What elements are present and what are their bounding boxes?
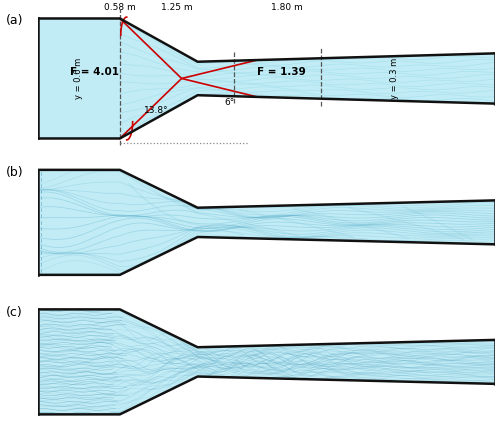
Polygon shape <box>38 310 495 414</box>
Text: y = 0.6 m: y = 0.6 m <box>74 58 83 99</box>
Text: 1.80 m: 1.80 m <box>271 3 302 11</box>
Text: 13.8°: 13.8° <box>144 106 169 115</box>
Polygon shape <box>38 170 495 275</box>
Text: y = 0.3 m: y = 0.3 m <box>390 58 399 99</box>
Text: (a): (a) <box>6 14 23 27</box>
Text: F = 1.39: F = 1.39 <box>257 67 306 76</box>
Text: 1.25 m: 1.25 m <box>161 3 193 11</box>
Text: (b): (b) <box>6 166 23 179</box>
Polygon shape <box>38 18 495 139</box>
Text: (c): (c) <box>6 306 22 319</box>
Text: 6°: 6° <box>224 98 235 107</box>
Text: 0.58 m: 0.58 m <box>104 3 136 11</box>
Text: F = 4.01: F = 4.01 <box>70 67 118 76</box>
